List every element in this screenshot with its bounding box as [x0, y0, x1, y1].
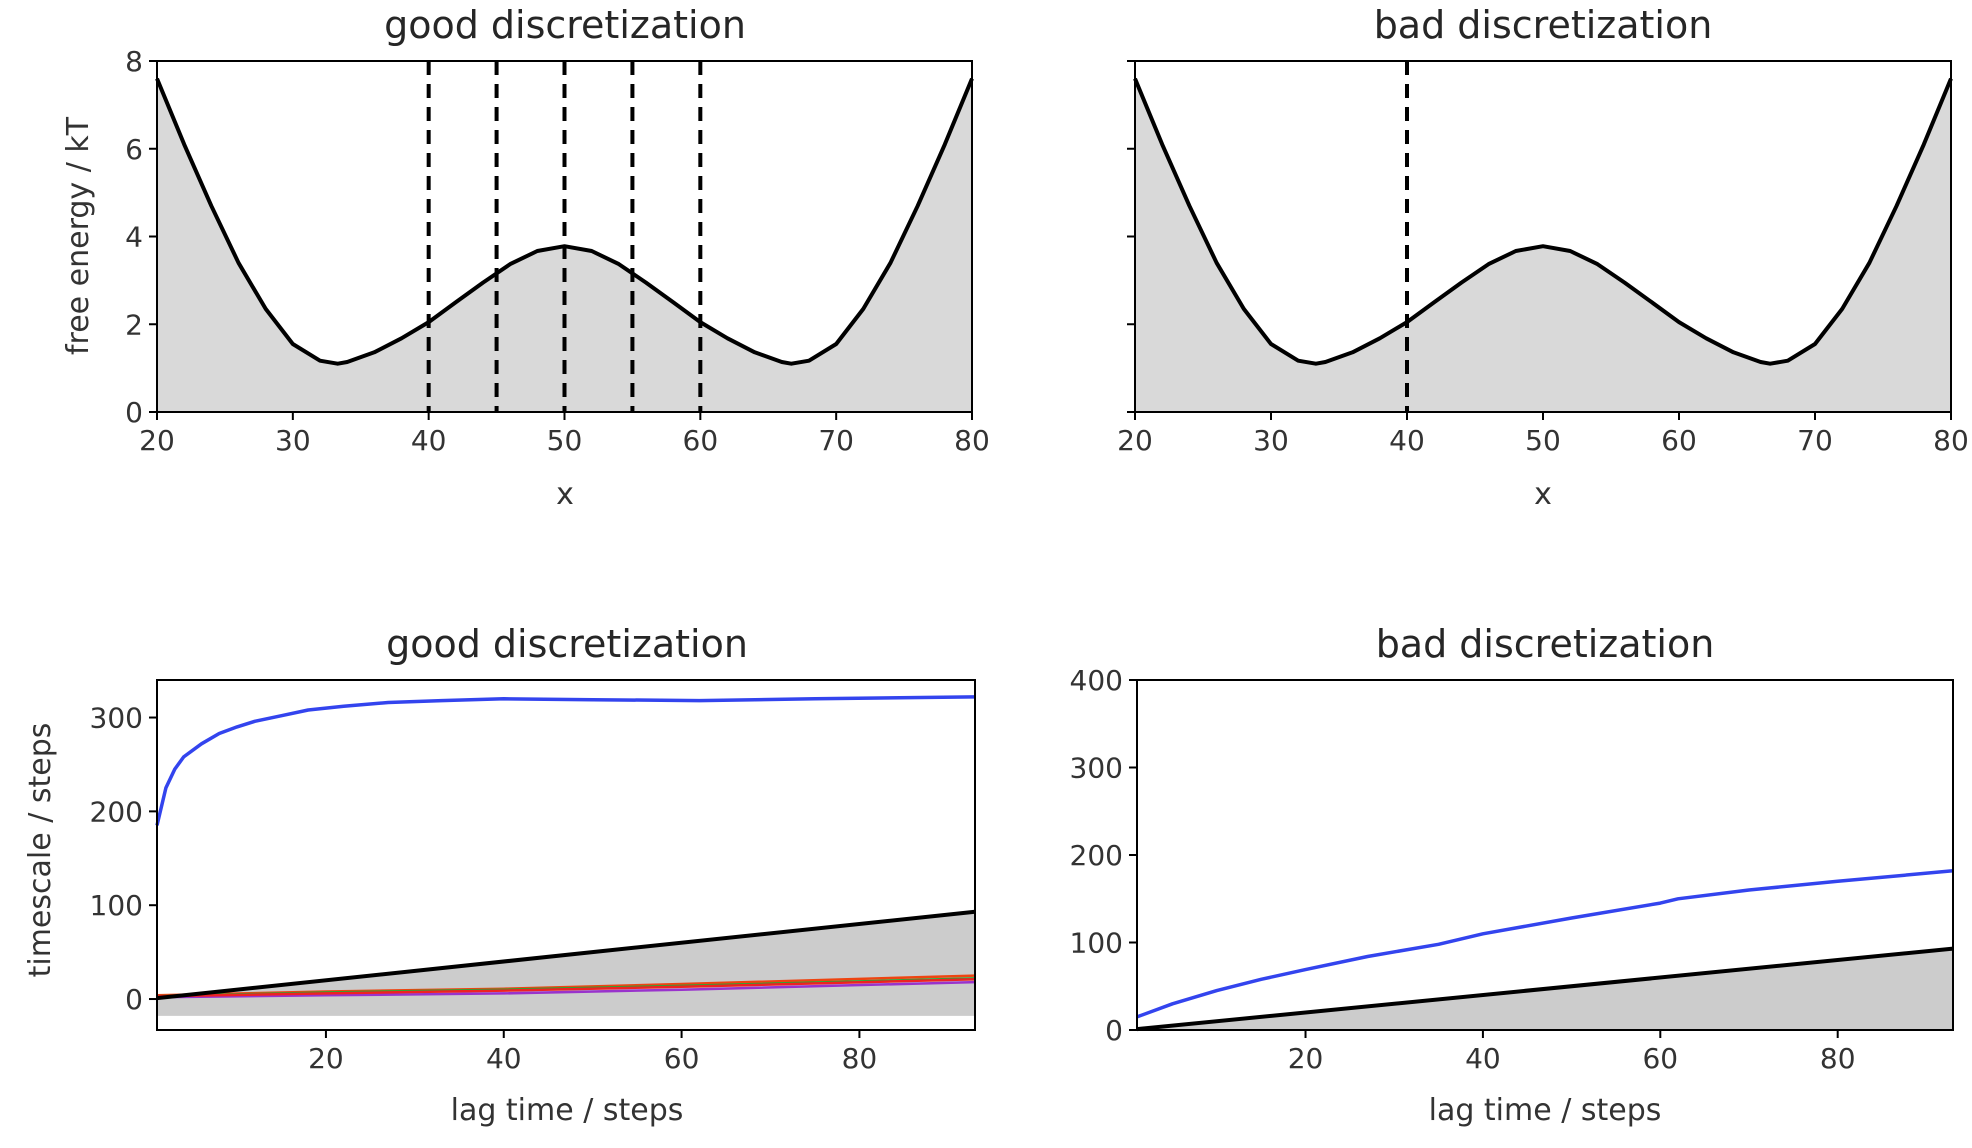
x-tick-label: 20 — [308, 1042, 344, 1075]
panel-title: bad discretization — [1374, 3, 1713, 47]
x-tick-label: 80 — [1933, 424, 1969, 457]
y-tick-label: 0 — [125, 983, 143, 1016]
x-axis-label: lag time / steps — [1429, 1093, 1662, 1128]
x-axis-label: lag time / steps — [451, 1093, 684, 1128]
panel-free-energy-bad: 20 30 40 50 60 70 80 bad discretization x — [1117, 3, 1969, 512]
y-tick-label: 300 — [90, 702, 143, 735]
y-axis-label: timescale / steps — [23, 723, 58, 978]
x-tick-label: 40 — [1465, 1042, 1501, 1075]
panel-timescales-good: 20 40 60 80 0 100 200 300 good discretization l… — [23, 622, 976, 1128]
lag-time-line — [1136, 946, 1954, 1032]
y-tick-label: 0 — [125, 396, 143, 429]
timescale-line — [156, 980, 976, 999]
x-axis-label: x — [1534, 477, 1552, 512]
panel-title: good discretization — [384, 3, 746, 47]
x-tick-label: 40 — [486, 1042, 522, 1075]
x-tick-label: 30 — [1253, 424, 1289, 457]
y-tick-label: 6 — [125, 133, 143, 166]
x-tick-label: 20 — [1117, 424, 1153, 457]
y-tick-label: 8 — [125, 45, 143, 78]
plot-frame — [1134, 60, 1952, 413]
plot-frame — [156, 60, 973, 413]
x-tick-label: 60 — [1642, 1042, 1678, 1075]
y-tick-label: 4 — [125, 221, 143, 254]
x-tick-label: 80 — [842, 1042, 878, 1075]
timescale-line-slowest — [1136, 869, 1954, 1019]
y-tick-label: 100 — [1070, 927, 1123, 960]
y-axis-label: free energy / kT — [61, 116, 96, 355]
lag-time-line — [156, 909, 976, 1001]
energy-fill — [1135, 78, 1951, 412]
x-tick-label: 40 — [411, 424, 447, 457]
x-tick-label: 20 — [139, 424, 175, 457]
timescale-line — [156, 978, 976, 998]
timescale-line-slowest — [155, 695, 976, 826]
y-tick-label: 200 — [1070, 839, 1123, 872]
y-tick-label: 300 — [1070, 752, 1123, 785]
x-tick-label: 60 — [683, 424, 719, 457]
x-tick-label: 40 — [1389, 424, 1425, 457]
lag-time-fill — [157, 911, 975, 1016]
x-tick-label: 30 — [275, 424, 311, 457]
x-tick-label: 60 — [1661, 424, 1697, 457]
x-tick-label: 60 — [664, 1042, 700, 1075]
y-tick-label: 200 — [90, 795, 143, 828]
x-tick-label: 50 — [547, 424, 583, 457]
y-tick-label: 100 — [90, 889, 143, 922]
y-tick-label: 400 — [1070, 664, 1123, 697]
x-tick-label: 80 — [1820, 1042, 1856, 1075]
plot-frame — [1136, 679, 1954, 1031]
y-tick-label: 2 — [125, 308, 143, 341]
x-axis-label: x — [556, 477, 574, 512]
panel-title: good discretization — [386, 622, 748, 666]
x-tick-label: 50 — [1525, 424, 1561, 457]
x-tick-label: 80 — [954, 424, 990, 457]
free-energy-curve — [155, 77, 974, 366]
x-tick-label: 70 — [818, 424, 854, 457]
x-tick-label: 70 — [1797, 424, 1833, 457]
x-tick-label: 20 — [1288, 1042, 1324, 1075]
plot-frame — [156, 679, 976, 1031]
y-tick-label: 0 — [1105, 1014, 1123, 1047]
free-energy-curve — [1133, 77, 1953, 366]
panel-title: bad discretization — [1376, 622, 1715, 666]
panel-timescales-bad: 20 40 60 80 0 100 200 300 400 bad discretization… — [1070, 622, 1954, 1128]
